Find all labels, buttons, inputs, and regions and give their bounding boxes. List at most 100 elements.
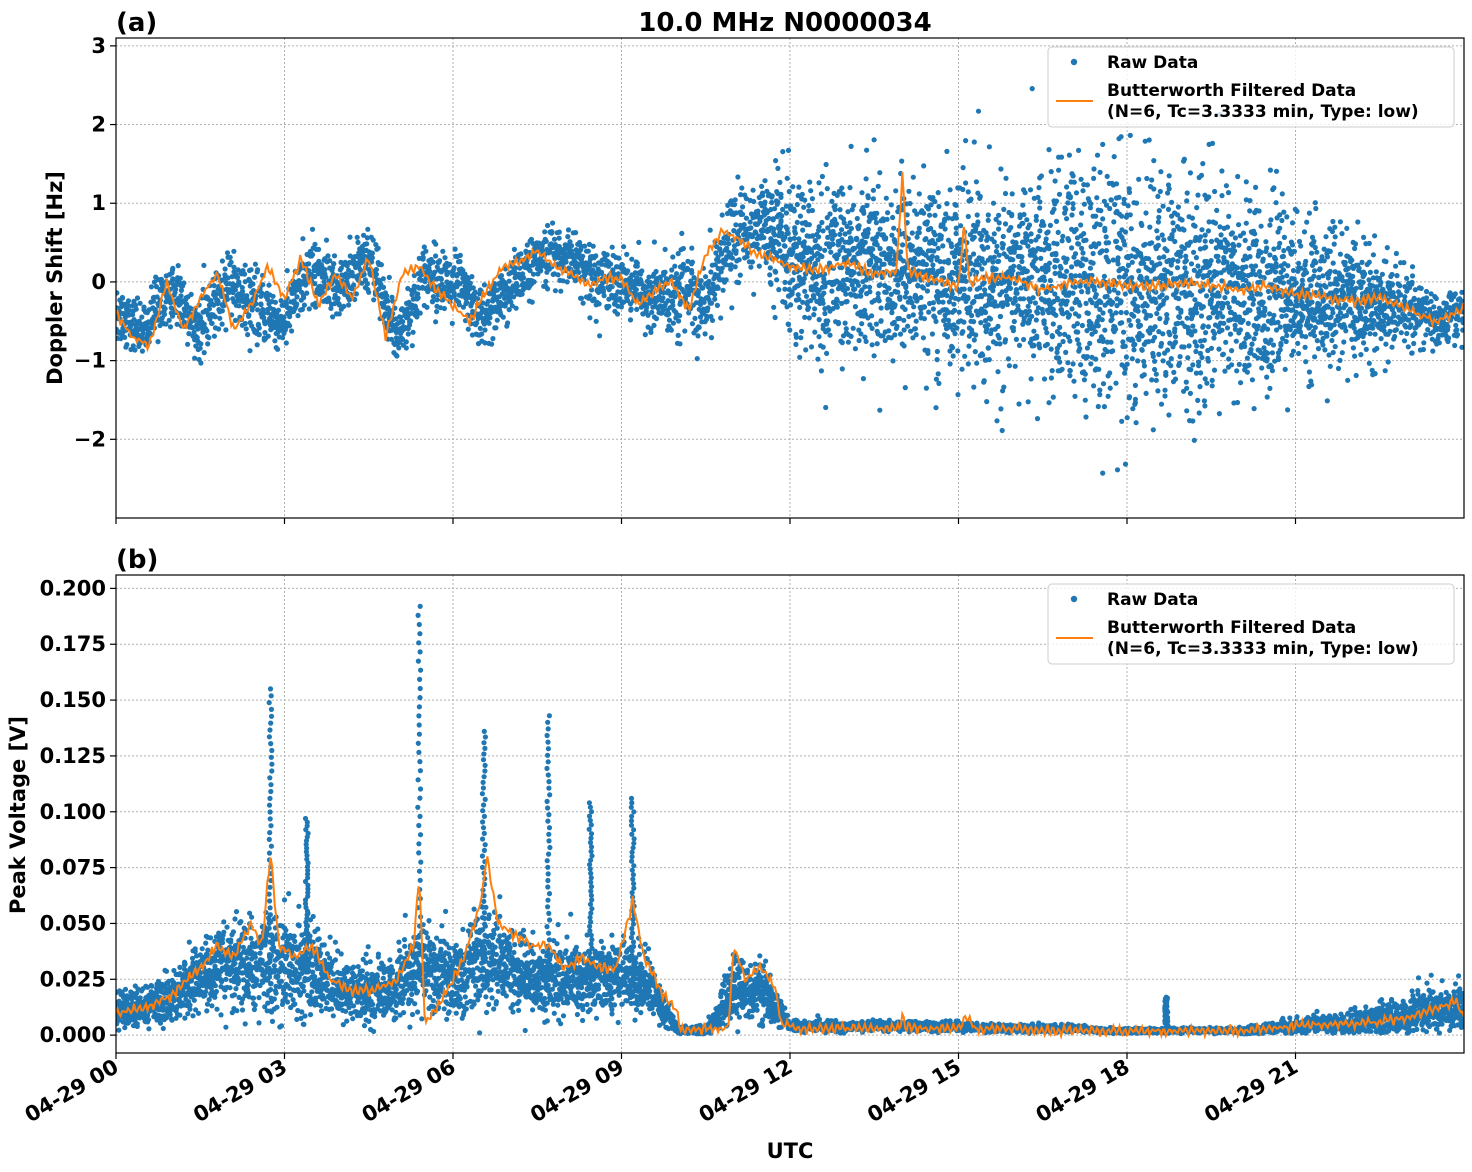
raw-data-point (369, 250, 375, 256)
raw-data-point (738, 192, 744, 198)
raw-data-point (1016, 401, 1022, 407)
raw-data-point (885, 210, 891, 216)
raw-data-point (1123, 310, 1129, 316)
raw-data-point (1122, 229, 1129, 235)
raw-data-point (759, 183, 765, 189)
raw-data-point (341, 303, 347, 309)
raw-data-point (776, 241, 782, 247)
raw-data-point (1066, 152, 1072, 158)
raw-data-point (848, 238, 855, 244)
raw-data-point (585, 248, 591, 254)
raw-data-point (279, 335, 286, 341)
raw-data-point (1115, 255, 1121, 261)
raw-data-point (1082, 371, 1088, 377)
raw-data-point (821, 290, 827, 296)
raw-data-point (639, 268, 645, 274)
raw-data-point (839, 300, 845, 306)
raw-data-point (934, 357, 940, 363)
raw-data-point (1079, 289, 1085, 295)
raw-data-point (1202, 232, 1208, 238)
raw-data-point (1072, 251, 1079, 257)
raw-data-point (1095, 323, 1101, 329)
raw-data-point (252, 274, 258, 280)
raw-data-point (1091, 383, 1097, 389)
raw-data-point (1050, 394, 1056, 400)
raw-data-point (1041, 376, 1048, 382)
raw-data-point (965, 361, 971, 367)
raw-data-point (925, 281, 931, 287)
raw-data-point (825, 225, 831, 231)
raw-data-point (524, 242, 530, 248)
raw-data-point (206, 306, 212, 312)
raw-data-point (469, 274, 475, 280)
raw-data-point (219, 321, 225, 327)
raw-data-point (811, 295, 817, 301)
raw-data-point (1043, 325, 1049, 331)
raw-data-point (1149, 177, 1155, 183)
raw-data-point (355, 239, 361, 245)
raw-data-point (1097, 387, 1103, 393)
raw-data-point (773, 269, 779, 275)
raw-data-point (1257, 269, 1263, 275)
raw-data-point (239, 288, 246, 294)
raw-data-point (1031, 328, 1037, 334)
raw-data-point (1033, 317, 1039, 323)
raw-data-point (201, 262, 207, 268)
raw-data-point (1113, 326, 1119, 332)
raw-data-point (695, 289, 702, 295)
raw-data-point (704, 316, 710, 322)
raw-data-point (891, 225, 897, 231)
raw-data-point (906, 188, 912, 194)
raw-data-point (820, 300, 826, 306)
raw-data-point (1073, 190, 1080, 196)
raw-data-point (371, 297, 377, 303)
raw-data-point (1058, 265, 1064, 271)
raw-data-point (1083, 300, 1089, 306)
raw-data-point (440, 248, 446, 254)
raw-data-point (325, 253, 331, 259)
raw-data-point (776, 287, 782, 293)
raw-data-point (272, 299, 278, 305)
raw-data-point (1193, 348, 1199, 355)
raw-data-point (1150, 353, 1156, 359)
raw-data-point (322, 267, 328, 273)
raw-data-point (1035, 194, 1041, 200)
raw-data-point (736, 280, 742, 286)
raw-data-point (312, 274, 318, 280)
raw-data-point (1076, 341, 1082, 347)
raw-data-point (190, 325, 196, 331)
raw-data-point (840, 191, 846, 197)
raw-data-point (1220, 314, 1226, 320)
raw-data-point (924, 288, 931, 294)
raw-data-point (270, 318, 276, 324)
raw-data-point (1144, 175, 1150, 182)
raw-data-point (1053, 252, 1059, 258)
raw-data-point (1102, 228, 1108, 234)
raw-data-point (212, 314, 218, 320)
raw-data-point (825, 234, 831, 240)
raw-data-point (820, 344, 826, 350)
raw-data-point (1224, 259, 1230, 265)
raw-data-point (930, 300, 937, 306)
raw-data-point (1021, 296, 1027, 302)
raw-data-point (1137, 322, 1144, 328)
raw-data-point (1183, 257, 1189, 264)
raw-data-point (1062, 274, 1068, 280)
raw-data-point (589, 287, 595, 293)
raw-data-point (939, 266, 945, 272)
raw-data-point (1211, 367, 1218, 373)
raw-data-point (543, 278, 549, 285)
raw-data-point (1119, 418, 1125, 424)
raw-data-point (775, 165, 781, 171)
raw-data-point (1096, 366, 1102, 372)
raw-data-point (891, 261, 897, 267)
raw-data-point (1115, 261, 1121, 267)
raw-data-point (1121, 329, 1127, 335)
raw-data-point (211, 283, 217, 289)
raw-data-point (614, 264, 621, 270)
raw-data-point (578, 295, 585, 301)
raw-data-point (665, 298, 671, 304)
raw-data-point (133, 306, 139, 312)
raw-data-point (812, 329, 818, 335)
raw-data-point (1006, 363, 1013, 369)
